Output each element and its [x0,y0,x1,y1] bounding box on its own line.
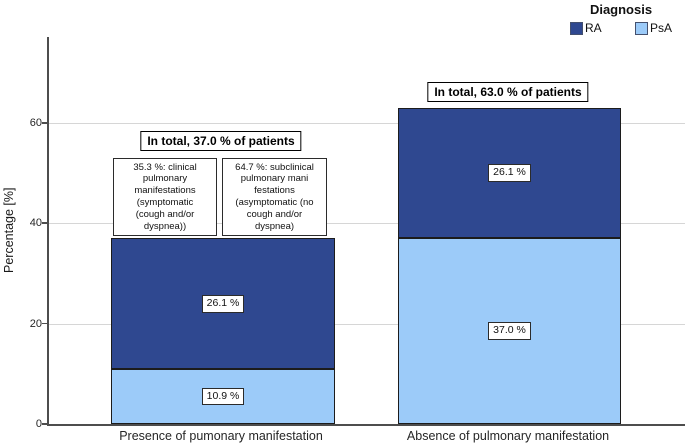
bar-presence: 26.1 % 10.9 % [111,238,335,424]
y-tick-mark [42,122,47,124]
y-tick-label-60: 60 [29,117,42,129]
y-tick-mark [42,222,47,224]
gridline-60 [49,123,685,124]
bar-segment-presence-psa: 10.9 % [111,369,335,424]
gridline-40 [49,223,685,225]
y-tick-label-20: 20 [29,317,42,330]
ra-color-swatch-icon [570,21,583,35]
legend-label-psa: PsA [649,21,672,35]
y-tick-label-0: 0 [35,418,42,430]
bar-segment-absence-psa: 37.0 % [398,238,621,424]
legend-label-ra: RA [585,21,602,35]
segment-value-label: 26.1 % [488,164,531,182]
legend: Diagnosis RA PsA [570,2,672,35]
bar-segment-absence-ra: 26.1 % [398,107,621,239]
y-tick-mark [42,322,47,325]
plot-area: 26.1 % 10.9 % 26.1 % 37.0 % [47,37,685,426]
total-annotation-absence: In total, 63.0 % of patients [427,82,589,103]
breakdown-box-subclinical: 64.7 %: subclinical pulmonary mani festa… [222,158,327,236]
psa-color-swatch-icon [634,21,648,35]
y-tick-mark [42,423,47,425]
legend-title: Diagnosis [589,2,653,17]
legend-item-psa: PsA [634,21,672,35]
x-category-label-presence: Presence of pumonary manifestation [119,429,323,443]
segment-value-label: 37.0 % [488,322,531,341]
total-annotation-presence: In total, 37.0 % of patients [140,131,302,152]
x-category-label-absence: Absence of pulmonary manifestation [406,429,610,443]
legend-items: RA PsA [570,21,672,35]
legend-item-ra: RA [570,21,602,35]
y-axis-title: Percentage [%] [2,187,16,274]
bar-segment-presence-ra: 26.1 % [111,238,335,370]
segment-value-label: 10.9 % [201,387,245,406]
bar-absence: 26.1 % 37.0 % [398,107,621,424]
segment-value-label: 26.1 % [201,295,245,313]
breakdown-box-clinical: 35.3 %: clinical pulmonary manifestation… [113,158,217,236]
gridline-20 [49,323,685,325]
y-tick-label-40: 40 [29,217,42,230]
